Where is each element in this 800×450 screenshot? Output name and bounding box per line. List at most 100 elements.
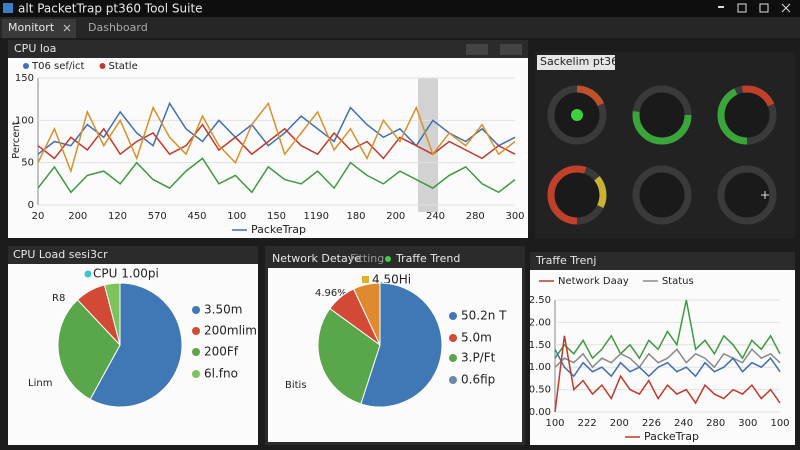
y-tick-label: 0.00	[529, 407, 551, 418]
x-tick-label: 570	[148, 211, 167, 222]
series-line	[37, 157, 516, 194]
tab-active[interactable]	[2, 19, 76, 38]
y-tick-label: 2.50	[529, 295, 551, 306]
x-tick-label: 100	[227, 211, 246, 222]
series-line	[554, 335, 781, 413]
series-line	[37, 101, 516, 155]
legend-label: 200mlim	[204, 324, 257, 338]
x-tick-label: 20	[32, 211, 45, 222]
panel-subtitle: Fitting	[350, 252, 384, 265]
chart-area	[530, 270, 795, 445]
x-tick-label: 120	[108, 211, 127, 222]
gauge	[717, 165, 777, 225]
x-tick-label: 300	[505, 211, 524, 222]
series-line	[554, 348, 781, 369]
x-tick-label: 450	[187, 211, 206, 222]
series-line	[554, 348, 781, 378]
title-bar	[0, 0, 800, 17]
minimize-button[interactable]	[718, 6, 724, 8]
app-icon	[3, 3, 13, 13]
y-tick-label: 1.00	[529, 362, 551, 373]
y-tick-label: 2.00	[529, 317, 551, 328]
panel-title: Network Detaye	[272, 252, 361, 265]
close-button[interactable]	[781, 3, 791, 13]
legend-label: 3.P/Ft	[461, 351, 496, 365]
x-tick-label: 280	[706, 418, 725, 429]
maximize-button[interactable]	[759, 3, 769, 13]
panel-tab[interactable]: Traffe Trend	[395, 252, 460, 265]
x-tick-label: 226	[642, 418, 661, 429]
x-tick-label: 100	[545, 418, 564, 429]
y-tick-label: 0.50	[529, 385, 551, 396]
gauge-arc	[717, 85, 777, 145]
add-icon[interactable]	[761, 191, 769, 199]
series-line	[37, 123, 516, 160]
panel-title: CPU Load sesi3cr	[13, 248, 108, 261]
x-tick-label: 222	[578, 418, 597, 429]
legend-swatch	[192, 348, 200, 356]
legend-swatch	[449, 312, 457, 320]
legend-label: Statle	[108, 61, 137, 72]
legend-swatch	[23, 63, 29, 69]
legend-label: PackeTrap	[251, 223, 306, 236]
pie-label: 4.96%	[315, 288, 347, 299]
gauge-arc	[717, 85, 777, 145]
pie-slice	[352, 282, 381, 346]
panel-title: CPU loa	[14, 42, 56, 55]
gauge-arc	[547, 85, 607, 145]
legend-swatch	[99, 63, 106, 69]
x-tick-label: 200	[68, 211, 87, 222]
panel-menu[interactable]	[500, 44, 522, 55]
y-tick-label: 1.50	[529, 340, 551, 351]
x-tick-label: 300	[738, 418, 757, 429]
legend-swatch	[449, 354, 457, 362]
pie-slice	[57, 299, 121, 401]
tab-dot	[385, 256, 391, 262]
gauge-arc	[632, 85, 692, 145]
x-tick-label: 150	[267, 211, 286, 222]
label-dot	[84, 270, 92, 278]
x-tick-label: 180	[346, 211, 365, 222]
legend-swatch	[449, 376, 457, 384]
x-tick-label: 200	[386, 211, 405, 222]
x-tick-label: 240	[426, 211, 445, 222]
pie-label: Linm	[28, 378, 52, 389]
x-tick-label: 280	[466, 211, 485, 222]
legend-swatch	[449, 334, 457, 342]
tab-bar	[0, 17, 800, 38]
tab-label: Monitort	[8, 21, 55, 34]
x-tick-label: 200	[610, 418, 629, 429]
tab-close[interactable]	[63, 24, 71, 32]
gauge-arc	[547, 165, 607, 225]
restore-button[interactable]	[737, 3, 747, 13]
panel-tools[interactable]	[466, 44, 488, 55]
pie-slice	[360, 282, 443, 408]
legend-label: Status	[662, 276, 694, 287]
y-axis-label: Percent	[11, 121, 22, 159]
pie-slice	[89, 282, 183, 408]
y-tick-label: 0	[28, 200, 34, 211]
series-line	[554, 299, 781, 360]
legend-label: PackeTrap	[644, 430, 699, 443]
gauge-dot	[571, 109, 583, 121]
y-tick-label: 150	[15, 73, 34, 84]
tab-label[interactable]: Dashboard	[88, 21, 148, 34]
legend-swatch	[192, 327, 200, 335]
pie-label: CPU 1.00pi	[93, 267, 159, 281]
gauges	[547, 85, 777, 225]
legend-label: 50.2n T	[461, 309, 507, 323]
legend-label: Network Daay	[558, 276, 629, 287]
selection-band	[418, 78, 438, 212]
label-swatch	[362, 276, 369, 283]
gauge-arc	[547, 165, 607, 225]
panel-title-box	[537, 55, 615, 70]
pie-label: R8	[52, 293, 65, 304]
x-tick-label: 240	[674, 418, 693, 429]
legend-label: 3.50m	[204, 303, 242, 317]
legend-label: 200Ff	[204, 345, 239, 359]
legend-label: 5.0m	[461, 331, 492, 345]
pie-slice	[317, 307, 381, 405]
pie-slice	[103, 282, 121, 346]
window-title: alt PacketTrap pt360 Tool Suite	[18, 2, 203, 16]
